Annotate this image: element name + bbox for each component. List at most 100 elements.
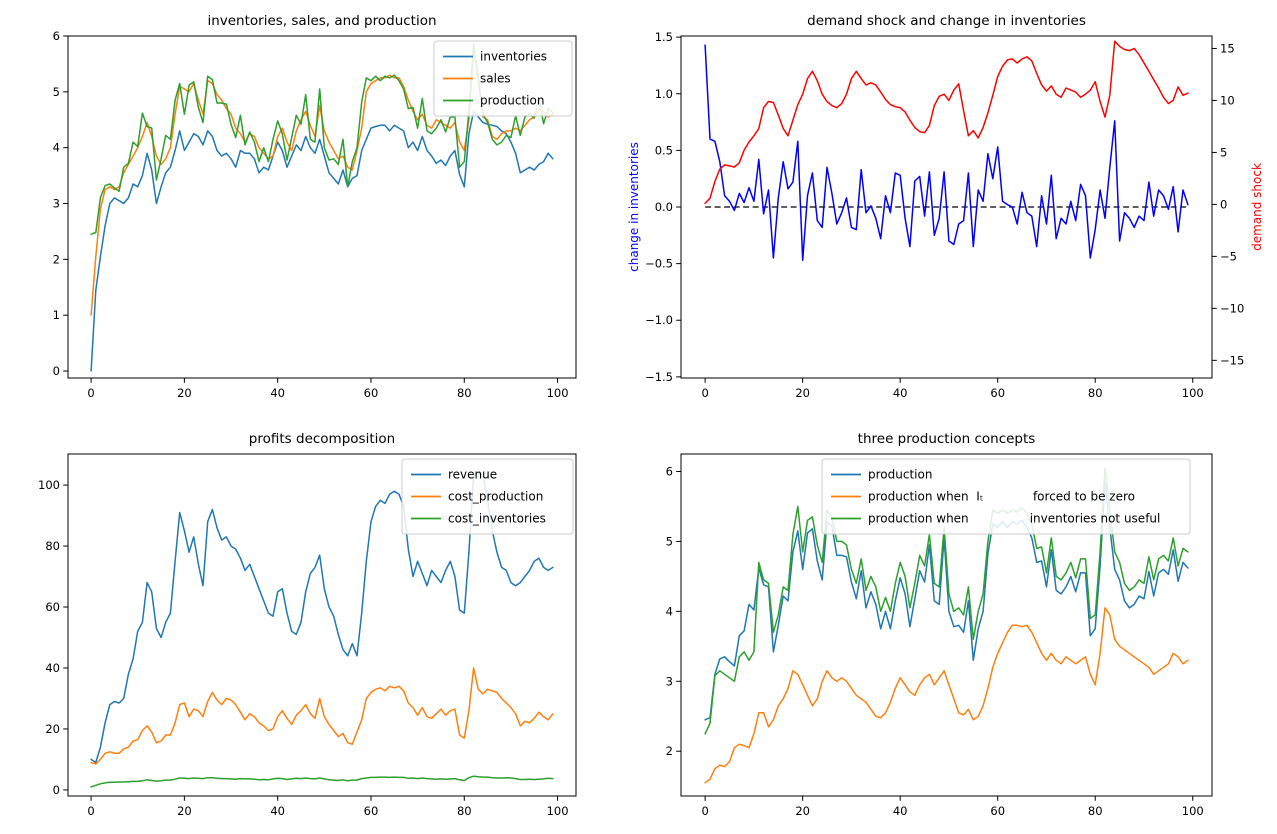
x-tick-label: 0 bbox=[701, 804, 708, 818]
y-tick-label: 5 bbox=[1220, 145, 1227, 159]
legend: revenue cost_production cost_inventories bbox=[401, 458, 574, 535]
axes-frame bbox=[680, 453, 1213, 797]
y-axis-label-right: demand shock bbox=[1250, 163, 1264, 251]
x-tick-label: 60 bbox=[364, 386, 379, 400]
y-axis-right: −15 −10 −5 0 5 10 15 bbox=[1212, 41, 1244, 367]
y-tick-label: 1.0 bbox=[655, 87, 673, 101]
x-tick-label: 60 bbox=[364, 804, 379, 818]
y-tick-label: 100 bbox=[38, 478, 60, 492]
y-tick-label: 0 bbox=[1220, 197, 1227, 211]
y-tick-label: −15 bbox=[1220, 353, 1244, 367]
x-tick-label: 40 bbox=[893, 386, 908, 400]
x-axis: 0 20 40 60 80 100 bbox=[87, 378, 569, 400]
y-tick-label: 4 bbox=[666, 604, 673, 618]
legend-label: production when inventories not useful bbox=[868, 512, 1160, 526]
chart-top-right: demand shock and change in inventories 0 2… bbox=[627, 13, 1264, 400]
y-tick-label: 10 bbox=[1220, 93, 1235, 107]
legend-label: sales bbox=[480, 72, 511, 86]
y-tick-label: 60 bbox=[45, 600, 60, 614]
x-tick-label: 60 bbox=[990, 386, 1005, 400]
y-tick-label: 0 bbox=[53, 783, 60, 797]
x-tick-label: 0 bbox=[87, 386, 94, 400]
legend: inventories sales production bbox=[433, 40, 573, 117]
x-axis: 0 20 40 60 80 100 bbox=[87, 796, 569, 818]
chart-title: profits decomposition bbox=[249, 431, 395, 447]
chart-bottom-right: three production concepts 0 20 40 60 80 100 2 3 4… bbox=[666, 431, 1213, 818]
y-tick-label: 0 bbox=[53, 364, 60, 378]
legend-box bbox=[401, 458, 574, 535]
y-tick-label: 15 bbox=[1220, 41, 1235, 55]
y-tick-label: 6 bbox=[666, 464, 673, 478]
y-tick-label: 1.5 bbox=[655, 30, 673, 44]
x-tick-label: 20 bbox=[795, 804, 810, 818]
series-change-in-inventories bbox=[704, 44, 1189, 261]
x-tick-label: 20 bbox=[177, 386, 192, 400]
x-tick-label: 20 bbox=[177, 804, 192, 818]
x-tick-label: 100 bbox=[1182, 386, 1204, 400]
series-cost-inventories bbox=[90, 775, 554, 788]
series-cost-production bbox=[90, 667, 554, 765]
y-axis-left: 2 3 4 5 6 bbox=[666, 464, 681, 758]
chart-title: three production concepts bbox=[858, 431, 1036, 447]
y-tick-label: −1.5 bbox=[645, 370, 673, 384]
y-tick-label: 2 bbox=[666, 744, 673, 758]
y-tick-label: −10 bbox=[1220, 301, 1244, 315]
legend-label: revenue bbox=[448, 468, 497, 482]
x-tick-label: 80 bbox=[457, 804, 472, 818]
x-tick-label: 80 bbox=[1088, 386, 1103, 400]
y-tick-label: −1.0 bbox=[645, 313, 673, 327]
x-tick-label: 40 bbox=[893, 804, 908, 818]
x-tick-label: 100 bbox=[547, 804, 569, 818]
y-tick-label: 20 bbox=[45, 722, 60, 736]
chart-bottom-left: profits decomposition 0 20 40 60 80 100 0 20 40 60… bbox=[38, 431, 577, 818]
x-tick-label: 0 bbox=[701, 386, 708, 400]
y-tick-label: −0.5 bbox=[645, 257, 673, 271]
legend-box bbox=[433, 40, 573, 117]
chart-title: inventories, sales, and production bbox=[207, 13, 436, 29]
y-tick-label: 6 bbox=[53, 29, 60, 43]
x-tick-label: 20 bbox=[795, 386, 810, 400]
x-tick-label: 80 bbox=[457, 386, 472, 400]
chart-title: demand shock and change in inventories bbox=[807, 13, 1086, 29]
legend-label: production bbox=[480, 94, 544, 108]
series-production-when-it-forced-to-be-zero bbox=[704, 607, 1189, 784]
series-demand-shock bbox=[704, 40, 1189, 205]
axes-frame bbox=[67, 453, 577, 797]
x-tick-label: 100 bbox=[547, 386, 569, 400]
legend-label: production bbox=[868, 468, 932, 482]
x-tick-label: 40 bbox=[270, 804, 285, 818]
series-inventories bbox=[90, 110, 554, 372]
y-tick-label: 1 bbox=[53, 308, 60, 322]
y-axis-left: −1.5 −1.0 −0.5 0.0 0.5 1.0 1.5 bbox=[645, 30, 681, 384]
y-tick-label: 5 bbox=[53, 85, 60, 99]
y-tick-label: 80 bbox=[45, 539, 60, 553]
legend-label: inventories bbox=[480, 50, 547, 64]
legend-box bbox=[821, 458, 1191, 535]
x-tick-label: 80 bbox=[1088, 804, 1103, 818]
y-tick-label: 0.0 bbox=[655, 200, 673, 214]
y-tick-label: −5 bbox=[1220, 249, 1237, 263]
y-tick-label: 2 bbox=[53, 252, 60, 266]
y-tick-label: 3 bbox=[53, 197, 60, 211]
y-tick-label: 40 bbox=[45, 661, 60, 675]
y-axis-label-left: change in inventories bbox=[627, 142, 641, 272]
y-tick-label: 0.5 bbox=[655, 143, 673, 157]
axes-frame bbox=[67, 35, 577, 379]
legend-label: cost_production bbox=[448, 490, 543, 504]
y-tick-label: 5 bbox=[666, 534, 673, 548]
x-tick-label: 40 bbox=[270, 386, 285, 400]
y-axis-left: 0 20 40 60 80 100 bbox=[38, 478, 68, 797]
legend-label: cost_inventories bbox=[448, 512, 546, 526]
x-axis: 0 20 40 60 80 100 bbox=[701, 796, 1204, 818]
y-tick-label: 3 bbox=[666, 674, 673, 688]
legend: production production when Iₜ forced to b… bbox=[821, 458, 1191, 535]
x-axis: 0 20 40 60 80 100 bbox=[701, 378, 1204, 400]
x-tick-label: 60 bbox=[990, 804, 1005, 818]
y-axis-left: 0 1 2 3 4 5 6 bbox=[53, 29, 68, 378]
x-tick-label: 100 bbox=[1182, 804, 1204, 818]
legend-label: production when Iₜ forced to be zero bbox=[868, 490, 1135, 504]
y-tick-label: 4 bbox=[53, 141, 60, 155]
x-tick-label: 0 bbox=[87, 804, 94, 818]
